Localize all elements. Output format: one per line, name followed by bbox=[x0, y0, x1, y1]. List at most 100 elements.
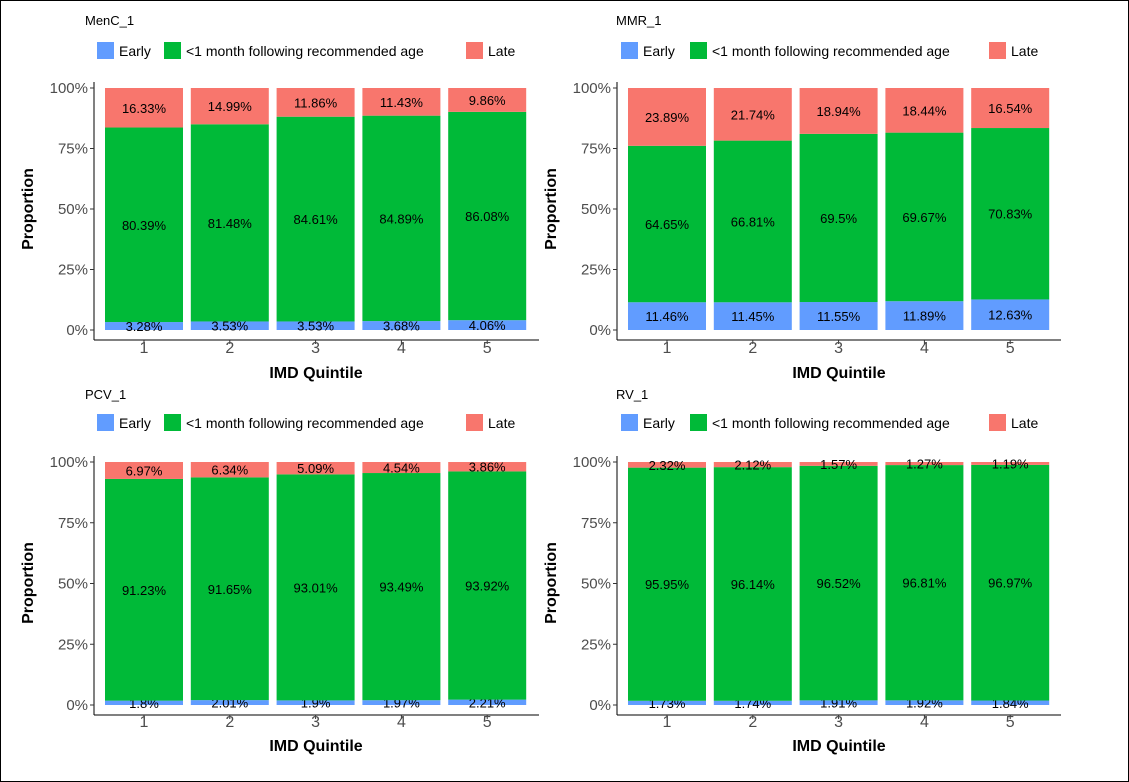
panel-1-x-axis-title: IMD Quintile bbox=[269, 365, 362, 382]
panel-3-legend-key-early bbox=[97, 414, 114, 431]
panel-1-legend-key-ontime bbox=[164, 42, 181, 59]
panel-2-y-tick-label: 0% bbox=[589, 322, 611, 339]
panel-1-bar-ontime-2 bbox=[190, 124, 269, 322]
panel-3-bar-late-4 bbox=[362, 462, 441, 474]
panel-1-legend-label-late: Late bbox=[488, 43, 515, 59]
panel-4-legend-label-late: Late bbox=[1011, 415, 1038, 431]
panel-4-bar-label-ontime-3: 96.52% bbox=[817, 576, 862, 591]
panel-2-x-tick-label: 2 bbox=[748, 340, 757, 357]
panel-2-bar-label-ontime-1: 64.65% bbox=[645, 217, 690, 232]
panel-2-bar-label-early-5: 12.63% bbox=[988, 308, 1033, 323]
panel-1-bar-ontime-1 bbox=[105, 127, 183, 323]
panel-1-title: MenC_1 bbox=[85, 13, 134, 28]
panel-1-bar-early-4 bbox=[362, 321, 441, 330]
panel-2-bar-ontime-5 bbox=[971, 128, 1050, 300]
panel-4-bar-label-late-2: 2.12% bbox=[734, 458, 771, 473]
panel-3-bar-late-2 bbox=[190, 462, 269, 478]
panel-2-x-tick-label: 1 bbox=[663, 340, 672, 357]
panel-4-y-axis-title: Proportion bbox=[543, 542, 560, 624]
panel-4-bar-ontime-4 bbox=[885, 465, 964, 701]
panel-2-bar-label-late-4: 18.44% bbox=[902, 103, 947, 118]
panel-4-y-tick-label: 100% bbox=[573, 454, 611, 471]
panel-4-x-tick-label: 5 bbox=[1006, 714, 1015, 731]
panel-3-bar-early-1 bbox=[105, 700, 183, 705]
panel-4-legend-key-late bbox=[989, 414, 1006, 431]
panel-1-x-tick-label: 5 bbox=[483, 340, 492, 357]
panel-1-bar-label-early-5: 4.06% bbox=[469, 318, 506, 333]
panel-3-x-tick-label: 1 bbox=[140, 714, 149, 731]
panel-4-y-tick-label: 75% bbox=[581, 515, 611, 532]
panel-2-bar-early-2 bbox=[713, 302, 792, 330]
panel-2-bar-late-2 bbox=[713, 88, 792, 141]
panel-4-bar-label-ontime-1: 95.95% bbox=[645, 577, 690, 592]
panel-2-bar-label-late-5: 16.54% bbox=[988, 101, 1033, 116]
panel-3-bar-label-ontime-1: 91.23% bbox=[122, 583, 167, 598]
panel-4-bar-ontime-2 bbox=[713, 467, 792, 701]
panel-4-bar-late-3 bbox=[799, 462, 878, 466]
panel-4-bar-label-ontime-2: 96.14% bbox=[731, 577, 776, 592]
panel-3-y-tick-label: 0% bbox=[66, 697, 88, 714]
panel-3-x-tick-label: 5 bbox=[483, 714, 492, 731]
panel-3-legend-label-ontime: <1 month following recommended age bbox=[186, 415, 424, 431]
panel-1-bar-late-3 bbox=[276, 88, 355, 117]
panel-4-x-tick-label: 1 bbox=[663, 714, 672, 731]
panel-3-y-tick-label: 25% bbox=[58, 636, 88, 653]
panel-2-y-tick-label: 100% bbox=[573, 80, 611, 97]
panel-3-legend-key-late bbox=[466, 414, 483, 431]
panel-1-y-tick-label: 0% bbox=[66, 322, 88, 339]
panel-4-legend-key-early bbox=[621, 414, 638, 431]
panel-2-bar-ontime-2 bbox=[713, 140, 792, 303]
panel-2-bar-label-ontime-3: 69.5% bbox=[820, 211, 857, 226]
panel-2-bar-label-late-3: 18.94% bbox=[817, 104, 862, 119]
panel-1-bar-ontime-3 bbox=[276, 116, 355, 322]
panel-3-bar-ontime-3 bbox=[276, 474, 355, 701]
panel-2-bar-label-late-2: 21.74% bbox=[731, 107, 776, 122]
panel-1-legend-key-early bbox=[97, 42, 114, 59]
panel-2-legend-key-ontime bbox=[690, 42, 707, 59]
panel-4-bar-late-5 bbox=[971, 462, 1050, 465]
panel-1-bar-label-late-5: 9.86% bbox=[469, 93, 506, 108]
panel-1-legend-key-late bbox=[466, 42, 483, 59]
panel-4-bar-label-ontime-4: 96.81% bbox=[902, 576, 947, 591]
panel-1-x-tick-label: 2 bbox=[225, 340, 234, 357]
panel-1-bar-late-5 bbox=[448, 88, 527, 112]
panel-1-x-tick-label: 4 bbox=[397, 340, 406, 357]
panel-2-legend-key-early bbox=[621, 42, 638, 59]
panel-1-legend-label-early: Early bbox=[119, 43, 151, 59]
panel-3-legend-key-ontime bbox=[164, 414, 181, 431]
panel-2-bar-late-1 bbox=[628, 88, 706, 146]
panel-2-x-tick-label: 4 bbox=[920, 340, 929, 357]
panel-1-bar-label-ontime-5: 86.08% bbox=[465, 209, 510, 224]
panel-4-y-tick-label: 50% bbox=[581, 576, 611, 593]
panel-4-x-tick-label: 3 bbox=[834, 714, 843, 731]
panel-1-bar-late-1 bbox=[105, 88, 183, 128]
panel-2-bar-early-1 bbox=[628, 302, 706, 330]
panel-1-bar-label-ontime-2: 81.48% bbox=[208, 216, 253, 231]
panel-3-bar-early-5 bbox=[448, 699, 527, 705]
panel-4-bar-label-late-3: 1.57% bbox=[820, 457, 857, 472]
panel-4-bar-label-ontime-5: 96.97% bbox=[988, 576, 1033, 591]
panel-3-x-tick-label: 3 bbox=[311, 714, 320, 731]
panel-1-bar-late-4 bbox=[362, 88, 441, 116]
panel-1-y-axis-title: Proportion bbox=[20, 168, 37, 250]
panel-3-bar-label-late-1: 6.97% bbox=[126, 463, 163, 478]
panel-3-bar-label-late-4: 4.54% bbox=[383, 461, 420, 476]
panel-4-y-tick-label: 0% bbox=[589, 697, 611, 714]
panel-2-legend-label-ontime: <1 month following recommended age bbox=[712, 43, 950, 59]
panel-4-y-tick-label: 25% bbox=[581, 636, 611, 653]
panel-2-bar-label-ontime-4: 69.67% bbox=[902, 210, 947, 225]
panel-2-bar-label-late-1: 23.89% bbox=[645, 110, 690, 125]
panel-2-title: MMR_1 bbox=[616, 13, 662, 28]
panel-4-bar-early-4 bbox=[885, 700, 964, 705]
panel-2-bar-label-early-2: 11.45% bbox=[731, 309, 775, 324]
panel-3-x-tick-label: 4 bbox=[397, 714, 406, 731]
panel-2-legend-label-early: Early bbox=[643, 43, 675, 59]
panel-2-y-tick-label: 25% bbox=[581, 262, 611, 279]
panel-3-bar-ontime-4 bbox=[362, 473, 441, 701]
panel-3-bar-label-late-2: 6.34% bbox=[211, 463, 248, 478]
panel-2-bar-label-early-4: 11.89% bbox=[903, 309, 947, 324]
panel-1-bar-label-late-2: 14.99% bbox=[208, 99, 253, 114]
panel-2-bar-label-ontime-2: 66.81% bbox=[731, 214, 776, 229]
panel-2-bar-label-early-1: 11.46% bbox=[645, 309, 689, 324]
